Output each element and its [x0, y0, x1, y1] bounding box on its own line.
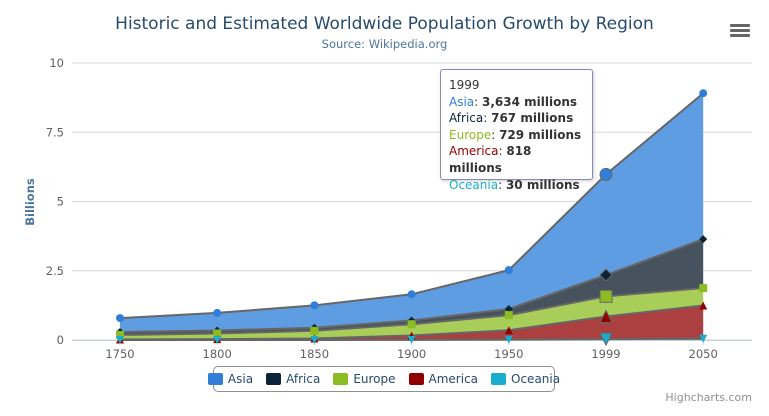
x-tick-label: 1950	[494, 347, 523, 361]
x-tick-label: 1999	[591, 347, 620, 361]
legend-swatch	[333, 373, 349, 385]
y-tick-label: 0	[57, 333, 64, 347]
data-point-europe[interactable]	[116, 330, 124, 339]
tooltip-row: Africa: 767 millions	[449, 111, 574, 126]
legend: Asia Africa Europe America Oceania	[207, 366, 560, 392]
data-point-africa[interactable]	[599, 268, 613, 282]
legend-swatch	[491, 373, 507, 385]
legend-label: America	[428, 372, 479, 386]
credits-link[interactable]: Highcharts.com	[665, 391, 752, 404]
y-tick-label: 7.5	[46, 125, 64, 139]
legend-label: Europe	[353, 372, 396, 386]
legend-item-asia[interactable]: Asia	[207, 372, 254, 386]
tooltip-value: 729 millions	[499, 127, 582, 142]
y-tick-label: 5	[57, 195, 64, 209]
data-point-europe[interactable]	[599, 289, 613, 303]
data-point-asia[interactable]	[116, 314, 124, 323]
tooltip-series-name: Africa	[449, 111, 484, 126]
legend-label: Asia	[227, 372, 254, 386]
data-point-asia[interactable]	[213, 308, 222, 317]
chart-title: Historic and Estimated Worldwide Populat…	[115, 14, 654, 34]
data-point-asia[interactable]	[407, 290, 416, 299]
x-tick-label: 2050	[689, 347, 718, 361]
legend-swatch	[408, 373, 424, 385]
tooltip-row: Oceania: 30 millions	[449, 177, 580, 192]
data-point-asia[interactable]	[310, 301, 319, 310]
tooltip-series-name: America	[449, 144, 499, 159]
data-point-oceania[interactable]	[504, 335, 513, 344]
x-tick-label: 1800	[203, 347, 232, 361]
tooltip-row: Asia: 3,634 millions	[449, 94, 578, 109]
x-tick-label: 1850	[300, 347, 329, 361]
tooltip-row: Europe: 729 millions	[449, 127, 582, 142]
data-point-oceania[interactable]	[407, 335, 416, 344]
data-point-europe[interactable]	[407, 320, 416, 329]
data-point-africa[interactable]	[504, 304, 513, 313]
tooltip-value: 30 millions	[505, 177, 580, 192]
data-point-oceania[interactable]	[116, 335, 124, 344]
hamburger-menu-icon[interactable]	[730, 22, 750, 38]
data-point-oceania[interactable]	[310, 335, 319, 344]
x-tick-label: 1900	[397, 347, 426, 361]
tooltip-series-name: Oceania	[449, 177, 499, 192]
legend-item-oceania[interactable]: Oceania	[491, 372, 560, 386]
legend-label: Africa	[286, 372, 321, 386]
tooltip: 1999 Asia: 3,634 millions Africa: 767 mil…	[440, 69, 593, 192]
data-point-europe[interactable]	[310, 326, 319, 335]
data-point-oceania[interactable]	[599, 332, 613, 347]
legend-swatch	[266, 373, 282, 385]
data-point-america[interactable]	[504, 326, 513, 335]
tooltip-value: 767 millions	[491, 111, 574, 126]
area-africa[interactable]	[120, 239, 704, 335]
data-point-america[interactable]	[699, 301, 708, 310]
legend-label: Oceania	[511, 372, 561, 386]
data-point-oceania[interactable]	[699, 334, 708, 343]
legend-item-europe[interactable]: Europe	[333, 372, 396, 386]
data-point-asia[interactable]	[599, 167, 613, 181]
y-tick-label: 10	[49, 56, 64, 70]
tooltip-series-name: Asia	[449, 94, 475, 109]
tooltip-row: America: 818 millions	[449, 144, 532, 175]
y-tick-label: 2.5	[46, 264, 64, 278]
data-point-europe[interactable]	[699, 284, 708, 293]
legend-item-africa[interactable]: Africa	[266, 372, 320, 386]
data-point-asia[interactable]	[504, 266, 513, 275]
tooltip-series-name: Europe	[449, 127, 492, 142]
data-point-africa[interactable]	[699, 235, 708, 244]
tooltip-value: 3,634 millions	[482, 94, 578, 109]
data-point-asia[interactable]	[699, 89, 708, 98]
tooltip-value: 818 millions	[449, 144, 532, 175]
area-asia[interactable]	[120, 93, 704, 332]
tooltip-header: 1999	[449, 78, 480, 92]
data-point-europe[interactable]	[213, 329, 222, 338]
x-tick-label: 1750	[105, 347, 134, 361]
data-point-america[interactable]	[599, 309, 613, 324]
data-point-europe[interactable]	[504, 311, 513, 320]
y-axis-label: Billions	[23, 178, 37, 226]
area-america[interactable]	[120, 305, 704, 340]
legend-swatch	[207, 373, 223, 385]
legend-item-america[interactable]: America	[408, 372, 479, 386]
data-point-oceania[interactable]	[213, 335, 222, 344]
chart-subtitle: Source: Wikipedia.org	[321, 37, 448, 51]
